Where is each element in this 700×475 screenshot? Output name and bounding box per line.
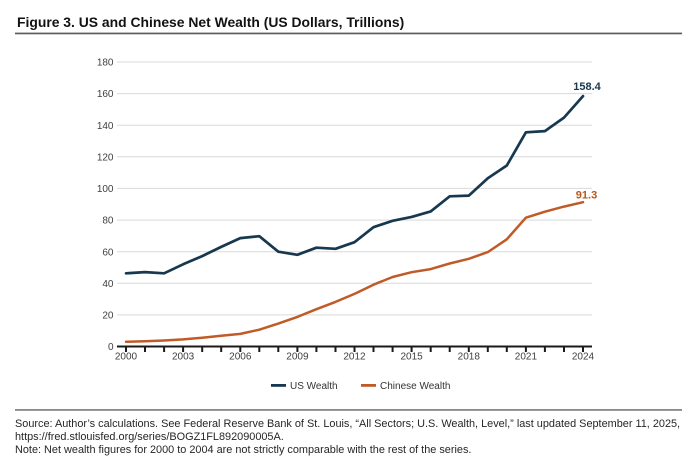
svg-text:Note: Net wealth figures for 2: Note: Net wealth figures for 2000 to 200… — [15, 444, 471, 456]
svg-text:91.3: 91.3 — [576, 190, 597, 202]
svg-text:20: 20 — [102, 311, 114, 322]
svg-text:60: 60 — [102, 247, 114, 258]
svg-text:80: 80 — [102, 216, 114, 227]
svg-text:Chinese Wealth: Chinese Wealth — [380, 381, 450, 392]
svg-text:100: 100 — [97, 184, 114, 195]
svg-text:2012: 2012 — [343, 352, 366, 363]
svg-text:2009: 2009 — [286, 352, 309, 363]
svg-text:158.4: 158.4 — [573, 81, 601, 93]
svg-text:160: 160 — [97, 89, 114, 100]
svg-text:2006: 2006 — [229, 352, 252, 363]
svg-text:120: 120 — [97, 152, 114, 163]
svg-text:Source: Author’s calculations.: Source: Author’s calculations. See Feder… — [15, 418, 680, 430]
svg-text:2000: 2000 — [115, 352, 138, 363]
svg-text:2021: 2021 — [515, 352, 538, 363]
svg-text:https://fred.stlouisfed.org/se: https://fred.stlouisfed.org/series/BOGZ1… — [15, 431, 284, 443]
svg-text:0: 0 — [108, 342, 114, 353]
svg-text:US Wealth: US Wealth — [290, 381, 338, 392]
svg-text:2015: 2015 — [400, 352, 423, 363]
svg-text:140: 140 — [97, 121, 114, 132]
svg-text:2003: 2003 — [172, 352, 195, 363]
svg-text:2024: 2024 — [572, 352, 595, 363]
svg-text:2018: 2018 — [458, 352, 481, 363]
svg-text:40: 40 — [102, 279, 114, 290]
svg-text:Figure 3. US and Chinese Net W: Figure 3. US and Chinese Net Wealth (US … — [17, 14, 404, 30]
svg-text:180: 180 — [97, 58, 114, 69]
